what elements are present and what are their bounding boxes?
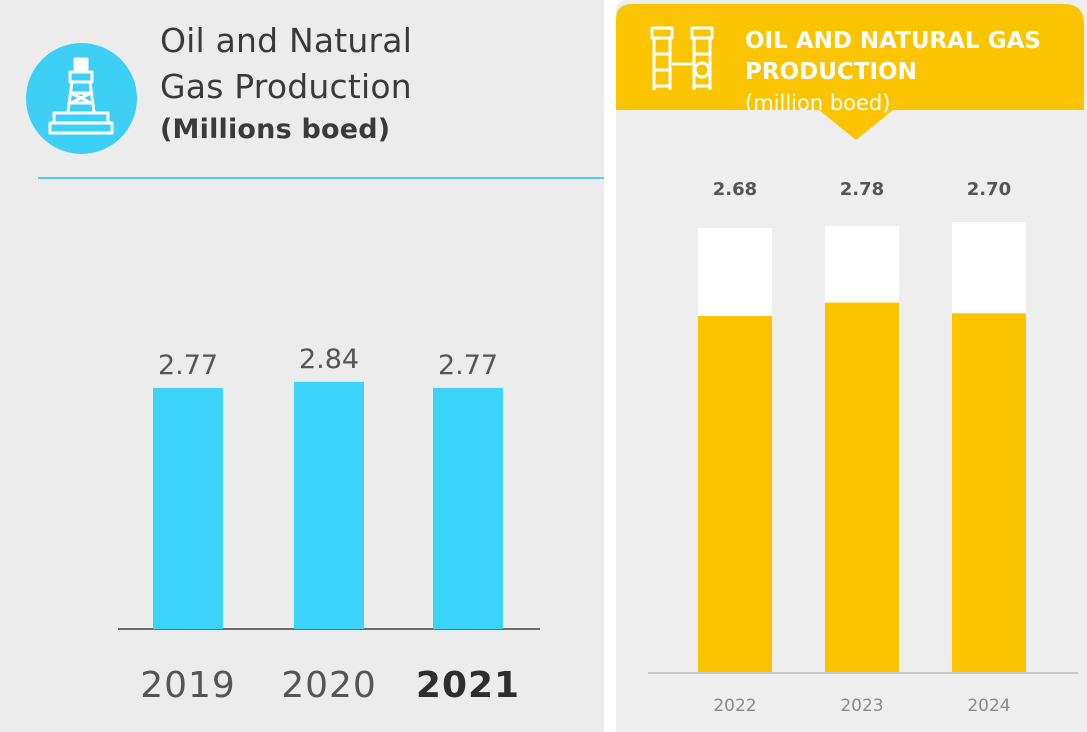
right-chart-title: OIL AND NATURAL GAS PRODUCTION (million … [745, 26, 1075, 117]
bar-2019 [153, 387, 223, 629]
left-title-divider [38, 177, 604, 179]
icon-badge [26, 43, 137, 154]
right-title-line-2: PRODUCTION [745, 59, 917, 85]
x-tick-label-2024: 2024 [967, 696, 1010, 716]
data-label-2023: 2.78 [840, 179, 884, 200]
x-tick-label-2023: 2023 [840, 696, 883, 716]
right-unit-label: (million boed) [745, 91, 891, 115]
x-tick-label-2021: 2021 [416, 665, 520, 706]
gas-plant-icon [650, 26, 714, 90]
bar-2022 [698, 315, 772, 673]
left-title-line-1: Oil and Natural [160, 21, 413, 60]
left-subtitle: (Millions boed) [160, 114, 391, 145]
oil-rig-icon [48, 57, 114, 135]
data-label-2022: 2.68 [713, 179, 757, 200]
right-title-line-1: OIL AND NATURAL GAS [745, 28, 1041, 54]
bar-2021 [433, 387, 503, 629]
data-label-2024: 2.70 [967, 179, 1011, 200]
left-title-line-2: Gas Production [160, 67, 412, 106]
right-bar-chart: 2.68 2022 2.78 2023 2.70 2024 [648, 179, 1078, 716]
x-tick-label-2020: 2020 [281, 665, 377, 706]
x-tick-label-2019: 2019 [140, 665, 236, 706]
bar-2024 [952, 313, 1026, 673]
data-label-2019: 2.77 [158, 350, 218, 381]
bar-2023 [825, 302, 899, 673]
data-label-2020: 2.84 [299, 344, 359, 375]
data-label-2021: 2.77 [438, 350, 498, 381]
x-tick-label-2022: 2022 [713, 696, 756, 716]
left-bar-chart: 2.77 2019 2.84 2020 2.77 2021 [118, 344, 540, 706]
right-title-banner [616, 0, 1087, 140]
bar-2020 [294, 381, 364, 629]
banner-shape [616, 4, 1084, 140]
left-chart-title: Oil and Natural Gas Production (Millions… [160, 18, 580, 150]
